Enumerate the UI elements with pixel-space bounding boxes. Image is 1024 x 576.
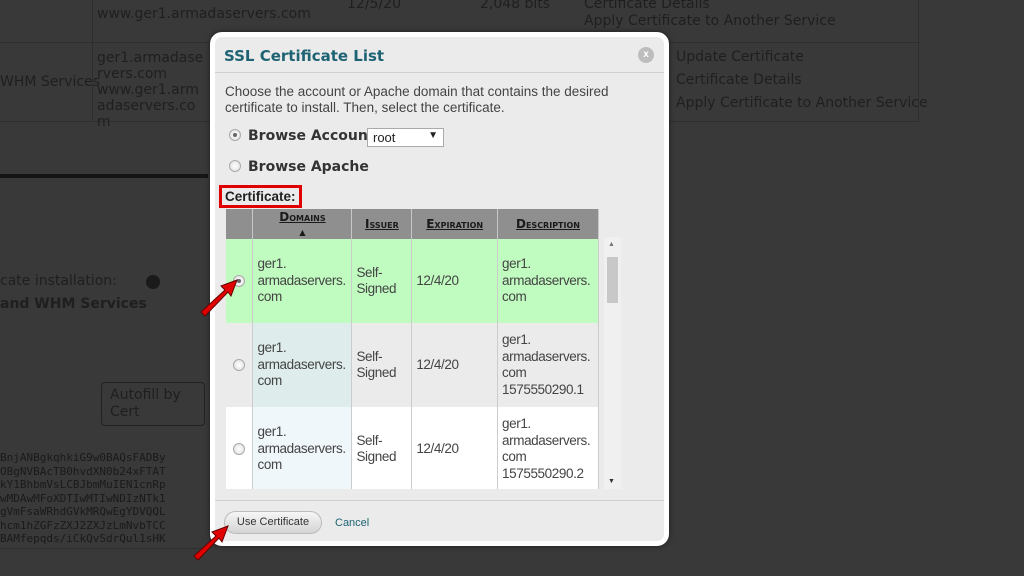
account-select[interactable]: root ▼ — [367, 128, 444, 147]
header-label: Domains — [279, 210, 326, 224]
scroll-thumb[interactable] — [607, 257, 618, 303]
bg-domains: ger1.armadaservers.com www.ger1.armadase… — [97, 50, 204, 130]
cancel-link[interactable]: Cancel — [335, 517, 370, 529]
autofill-button[interactable]: Autofill by Cert — [101, 382, 205, 426]
browse-apache-label: Browse Apache — [248, 159, 369, 175]
bg-link[interactable]: Certificate Details — [584, 0, 710, 12]
bg-link[interactable]: Certificate Details — [676, 72, 802, 88]
browse-account-radio[interactable] — [229, 129, 241, 141]
cert-line: OBgNVBAcTB0hvdXN0b24xFTAT — [0, 464, 166, 478]
cell-description: ger1. armadaservers. com 1575550290.2 — [497, 407, 599, 489]
cert-line: kY1BhbmVsLCBJbmMuIEN1cnRp — [0, 478, 166, 491]
bg-link[interactable]: Apply Certificate to Another Service — [676, 95, 928, 111]
cell-issuer: Self- Signed — [351, 407, 413, 489]
bg-domains: www.ger1.armadaservers.com — [97, 6, 311, 22]
scroll-down-icon[interactable]: ▼ — [608, 478, 615, 485]
dropdown-arrow-icon: ▼ — [428, 130, 438, 141]
cell-domains: ger1. armadaservers. com — [252, 407, 353, 489]
table-row[interactable]: ger1. armadaservers. com Self- Signed 12… — [226, 239, 599, 323]
cell-issuer: Self- Signed — [351, 323, 413, 407]
row-radio[interactable] — [233, 359, 245, 371]
table-scrollbar[interactable]: ▲ ▼ — [604, 237, 621, 489]
cell-issuer: Self- Signed — [351, 239, 413, 323]
cell-description: ger1. armadaservers. com — [497, 239, 599, 323]
cert-line: BAMfepqds/iCkQvSdrQul1sHK — [0, 532, 166, 545]
arrow-pointer-icon — [193, 525, 229, 561]
close-icon[interactable]: x — [638, 47, 654, 63]
table-row[interactable]: ger1. armadaservers. com Self- Signed 12… — [226, 323, 599, 407]
account-value: root — [373, 130, 396, 145]
browse-account-label: Browse Account: — [248, 128, 381, 144]
column-header-issuer[interactable]: Issuer — [351, 209, 413, 239]
dialog-description: Choose the account or Apache domain that… — [225, 84, 609, 115]
dialog-title: SSL Certificate List — [224, 47, 385, 65]
browse-apache-radio[interactable] — [229, 160, 241, 172]
certificate-table: Domains ▲ Issuer Expiration Description g… — [226, 209, 599, 489]
sort-asc-icon: ▲ — [299, 228, 306, 237]
cert-line: BnjANBgkqhkiG9w0BAQsFADBy — [0, 451, 166, 464]
cert-line: gVmFsaWRhdGVkMRQwEgYDVQQL — [0, 505, 166, 518]
row-radio[interactable] — [233, 443, 245, 455]
check-icon — [146, 275, 160, 289]
bg-link[interactable]: Update Certificate — [676, 49, 804, 65]
cert-line: hcm1hZGFzZXJ2ZXJzLmNvbTCC — [0, 518, 166, 532]
select-column-header — [226, 209, 254, 239]
column-header-description[interactable]: Description — [497, 209, 599, 239]
column-header-domains[interactable]: Domains ▲ — [252, 209, 353, 239]
ssl-certificate-dialog: SSL Certificate List x Choose the accoun… — [210, 32, 669, 546]
certificate-label: Certificate: — [219, 185, 302, 208]
certificate-table-container: Domains ▲ Issuer Expiration Description g… — [226, 209, 599, 489]
cell-domains: ger1. armadaservers. com — [252, 239, 353, 323]
bg-link[interactable]: Apply Certificate to Another Service — [584, 13, 836, 29]
cell-expiration: 12/4/20 — [411, 407, 499, 489]
use-certificate-button[interactable]: Use Certificate — [224, 511, 322, 534]
table-row[interactable]: ger1. armadaservers. com Self- Signed 12… — [226, 407, 599, 489]
cell-description: ger1. armadaservers. com 1575550290.1 — [497, 323, 599, 407]
bg-installation-label: cate installation: — [0, 273, 117, 289]
cell-domains: ger1. armadaservers. com — [252, 323, 353, 407]
bg-key: 2,048 bits — [480, 0, 551, 12]
cell-expiration: 12/4/20 — [411, 323, 499, 407]
bg-service-name: and WHM Services — [0, 296, 147, 312]
cert-textarea[interactable]: BnjANBgkqhkiG9w0BAQsFADBy OBgNVBAcTB0hvd… — [0, 451, 166, 546]
scroll-up-icon[interactable]: ▲ — [608, 241, 615, 248]
bg-expiration: 12/5/20 — [347, 0, 401, 12]
column-header-expiration[interactable]: Expiration — [411, 209, 499, 239]
cell-expiration: 12/4/20 — [411, 239, 499, 323]
bg-service: WHM Services — [0, 74, 100, 90]
cert-line: wMDAwMFoXDTIwMTIwNDIzNTk1 — [0, 491, 166, 505]
arrow-pointer-icon — [200, 279, 238, 317]
